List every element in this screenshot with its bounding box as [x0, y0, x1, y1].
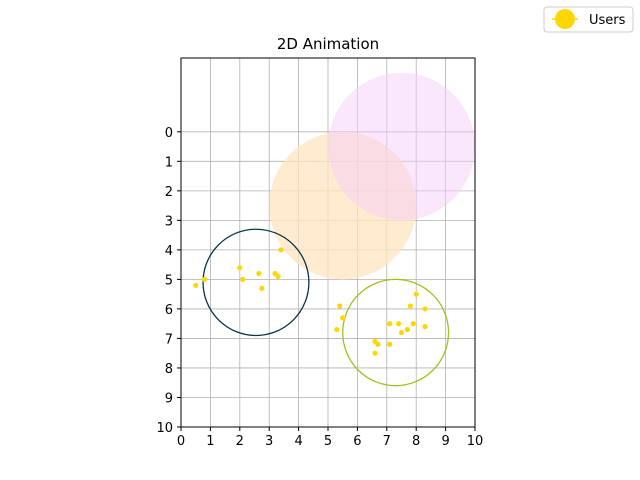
y-tick-label: 7 [165, 332, 173, 347]
data-point [422, 306, 428, 312]
data-point [410, 321, 416, 327]
area-pink-circle [328, 72, 475, 221]
cluster-circles [202, 228, 450, 387]
y-tick-label: 5 [165, 273, 173, 288]
x-tick-label: 10 [467, 434, 484, 449]
data-point [404, 326, 410, 333]
data-point [275, 273, 281, 280]
data-point [334, 326, 340, 333]
data-point [398, 329, 405, 336]
x-tick-label: 8 [412, 434, 420, 449]
data-point [422, 324, 428, 330]
data-point [237, 264, 243, 271]
data-point [372, 350, 378, 356]
data-point [413, 291, 419, 297]
x-tick-label: 0 [177, 434, 185, 449]
y-tick-label: 2 [165, 185, 173, 200]
x-tick-label: 5 [324, 434, 332, 449]
data-points [193, 247, 428, 356]
data-point [387, 341, 393, 347]
data-point [395, 321, 402, 327]
y-tick-label: 6 [165, 303, 173, 318]
data-point [256, 270, 262, 277]
data-point [375, 341, 381, 347]
y-axis: 0 1 2 3 4 5 6 7 8 9 10 [156, 126, 181, 436]
legend: Users [543, 6, 634, 33]
data-point [387, 321, 393, 327]
data-point [193, 282, 199, 288]
cluster-1-circle [202, 228, 310, 337]
x-tick-label: 3 [265, 434, 273, 449]
y-tick-label: 1 [165, 155, 173, 170]
data-point [240, 276, 246, 282]
legend-marker [555, 9, 575, 29]
y-tick-label: 10 [156, 421, 173, 436]
data-point [340, 315, 346, 321]
data-point [407, 303, 413, 309]
cluster-2-circle [342, 278, 450, 387]
legend-label: Users [589, 13, 626, 28]
y-tick-label: 8 [165, 362, 173, 377]
x-tick-label: 9 [441, 434, 449, 449]
chart-title: 2D Animation [277, 35, 379, 53]
data-point [259, 285, 265, 291]
x-tick-label: 1 [206, 434, 214, 449]
shaded-areas [269, 72, 475, 280]
data-point [201, 276, 208, 282]
x-tick-label: 2 [236, 434, 244, 449]
y-tick-label: 9 [165, 391, 173, 406]
x-axis: 0 1 2 3 4 5 6 7 8 9 10 [177, 427, 483, 449]
x-tick-label: 4 [294, 434, 302, 449]
data-point [337, 303, 343, 309]
data-point [278, 247, 284, 253]
x-tick-label: 7 [383, 434, 391, 449]
x-tick-label: 6 [353, 434, 361, 449]
y-tick-label: 0 [165, 126, 173, 141]
y-tick-label: 4 [165, 244, 173, 259]
y-tick-label: 3 [165, 214, 173, 229]
